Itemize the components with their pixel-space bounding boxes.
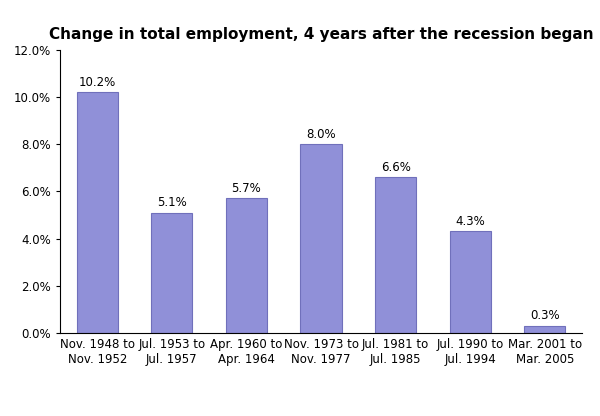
Text: 5.1%: 5.1%	[157, 196, 187, 209]
Text: 10.2%: 10.2%	[79, 76, 116, 89]
Bar	[524, 326, 565, 333]
Text: 6.6%: 6.6%	[380, 161, 410, 174]
Bar	[375, 177, 416, 333]
Bar	[449, 231, 491, 333]
Bar	[301, 144, 341, 333]
Text: 0.3%: 0.3%	[530, 309, 560, 322]
Text: 5.7%: 5.7%	[232, 182, 262, 195]
Bar	[226, 198, 267, 333]
Text: 8.0%: 8.0%	[306, 128, 336, 141]
Bar	[151, 213, 193, 333]
Text: 4.3%: 4.3%	[455, 215, 485, 228]
Title: Change in total employment, 4 years after the recession began: Change in total employment, 4 years afte…	[49, 27, 593, 42]
Bar	[77, 92, 118, 333]
